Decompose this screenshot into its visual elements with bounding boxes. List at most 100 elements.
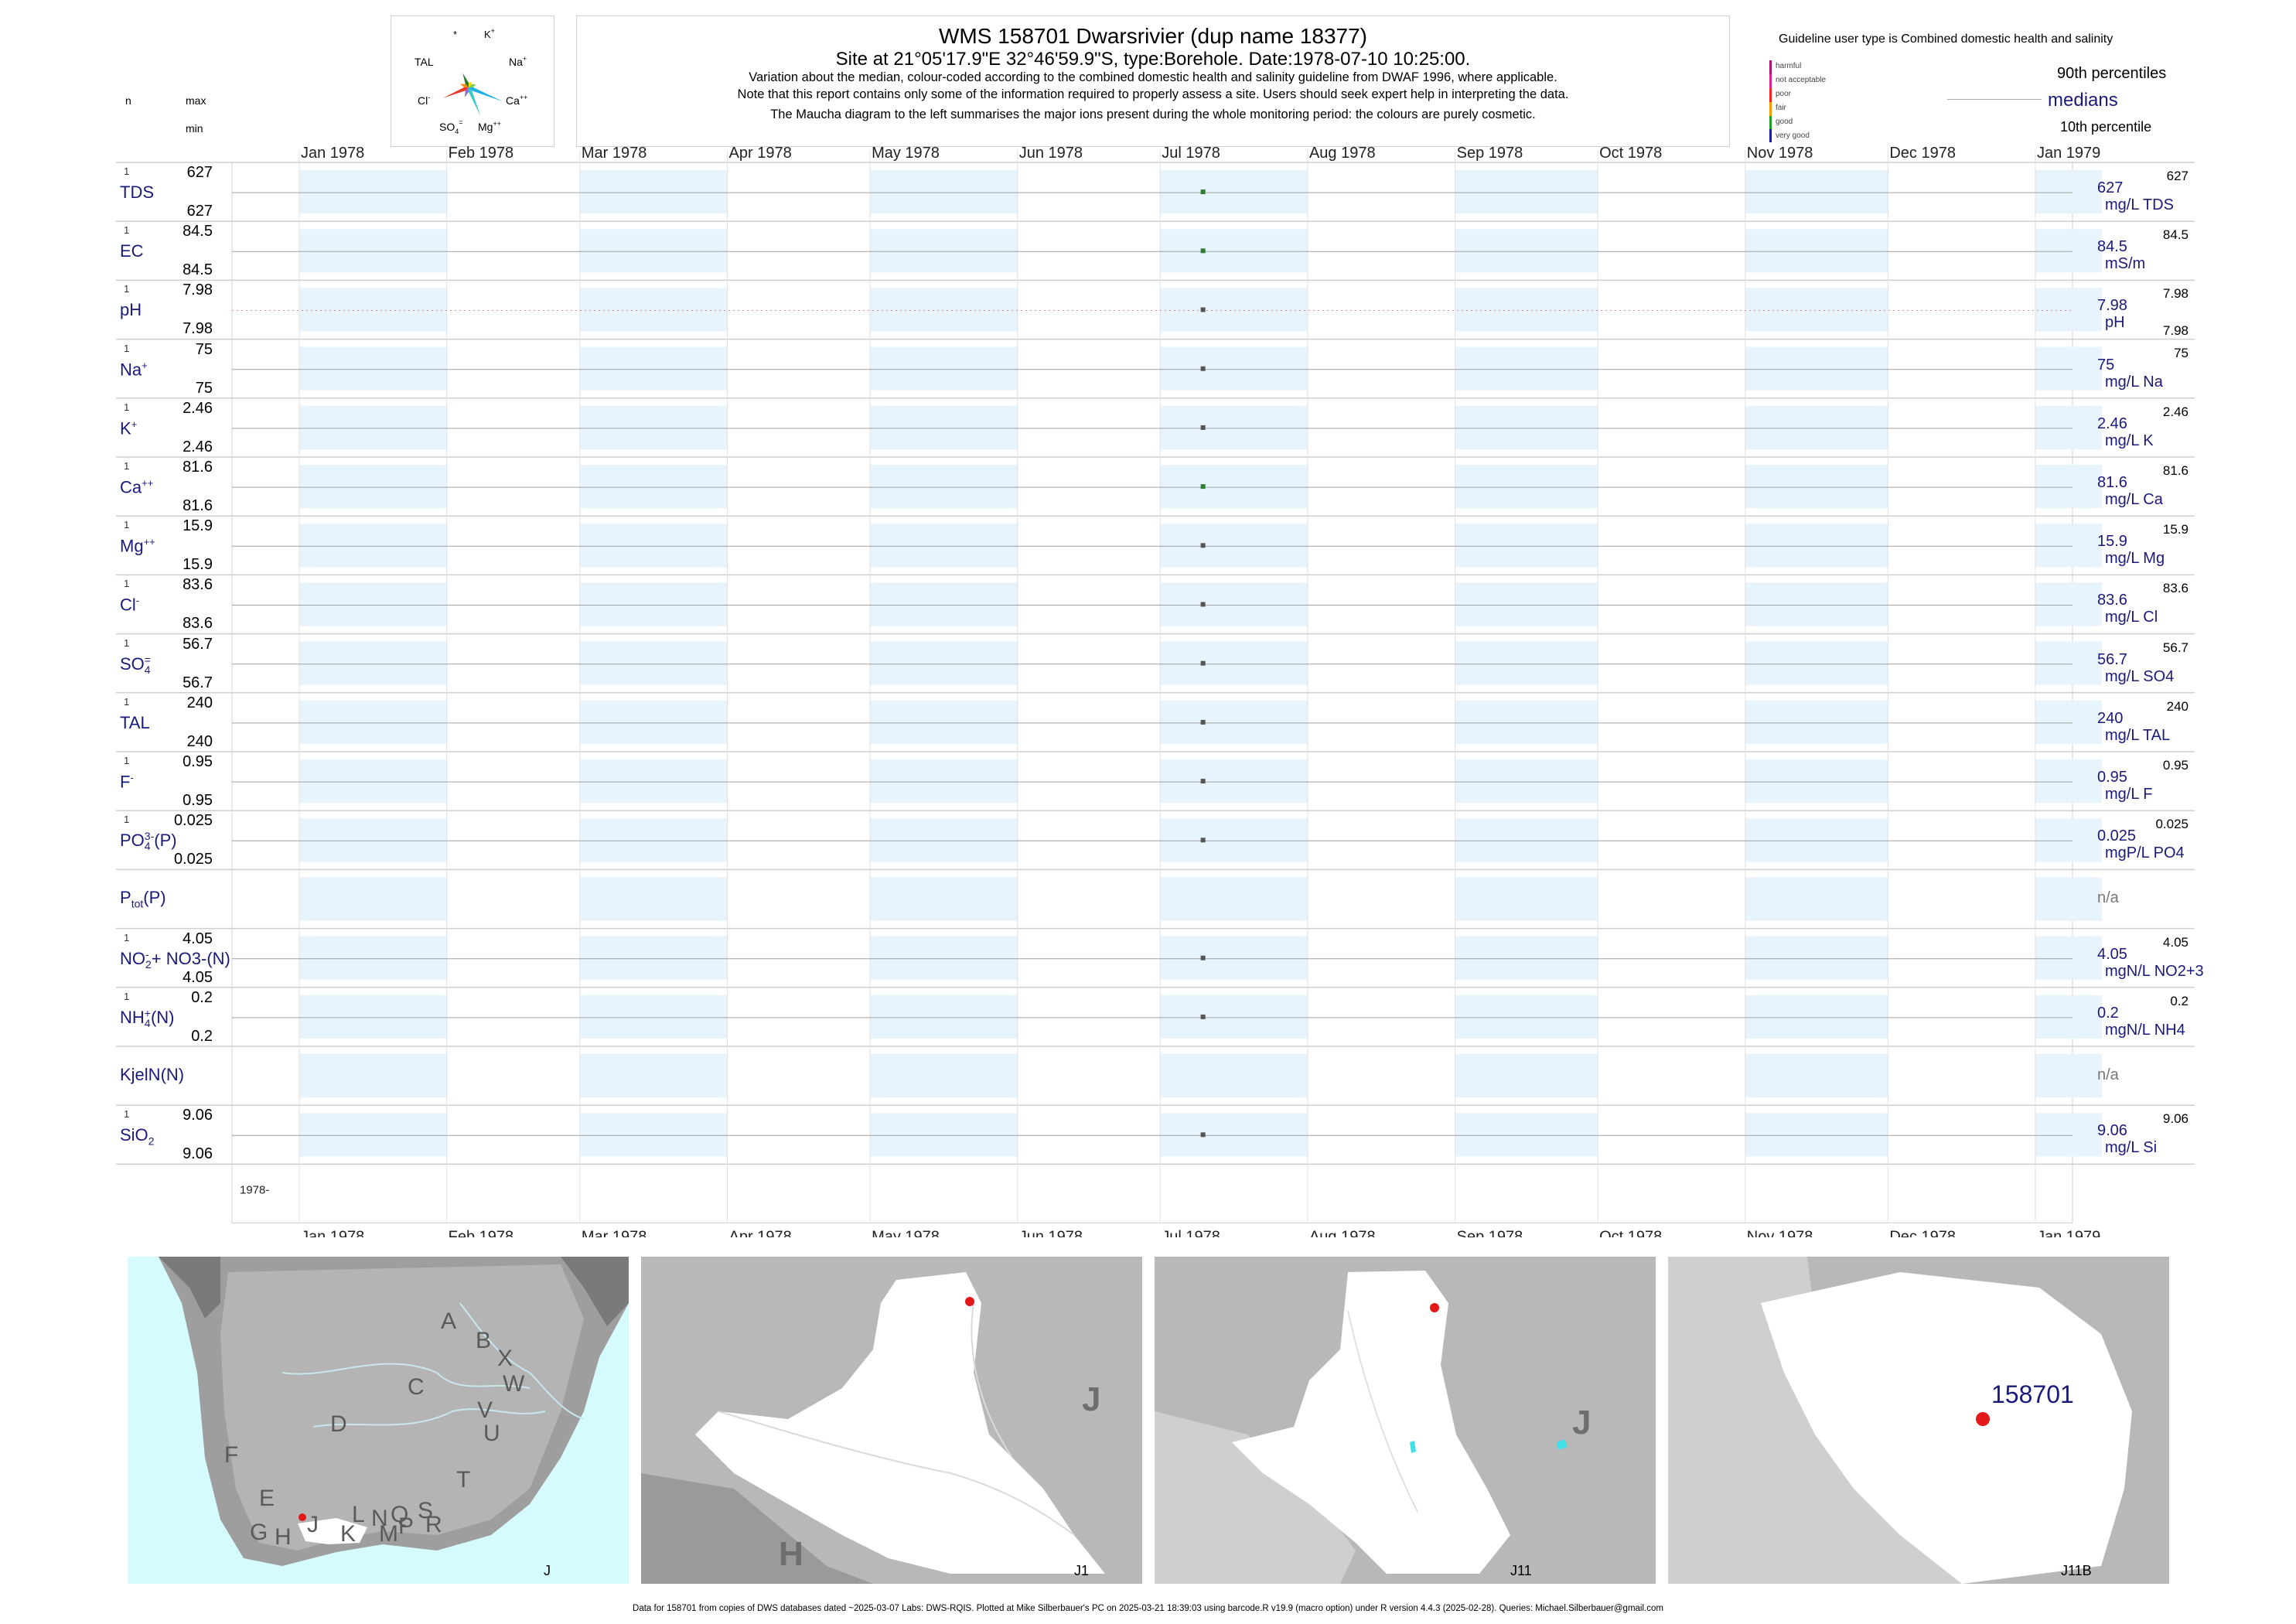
month-label-bottom: Nov 1978	[1747, 1228, 1813, 1237]
sample-count: 1	[124, 342, 130, 354]
median-value: 7.98	[2097, 297, 2127, 315]
map-j11: J J11	[1155, 1257, 1656, 1584]
month-band	[1160, 524, 1308, 568]
right-max: 2.46	[2162, 404, 2189, 419]
month-label-top: Jan 1979	[2037, 145, 2100, 162]
maucha-petal	[442, 87, 469, 98]
month-band	[870, 877, 1018, 921]
median-value: 9.06	[2097, 1122, 2127, 1140]
month-label-bottom: Jan 1979	[2037, 1228, 2100, 1237]
row-max: 0.95	[183, 753, 213, 770]
parameter-label: SiO2	[120, 1125, 155, 1148]
parameter-label: Na+	[120, 359, 148, 379]
month-label-top: Aug 1978	[1309, 145, 1376, 162]
month-band	[2035, 1054, 2102, 1098]
sample-count: 1	[124, 519, 130, 531]
maucha-petal	[469, 81, 473, 87]
row-max: 0.025	[173, 812, 213, 830]
month-band	[579, 995, 728, 1039]
parameter-label: pH	[120, 300, 142, 320]
row-max: 75	[195, 340, 213, 358]
median-unit: pH	[2105, 314, 2125, 332]
month-band	[870, 465, 1018, 509]
month-band	[579, 877, 728, 921]
month-band	[1745, 641, 1888, 685]
median-unit: mg/L Cl	[2105, 609, 2158, 626]
sample-count: 1	[124, 931, 130, 943]
map-j11b: 158701 J11B	[1668, 1257, 2169, 1584]
median-unit: mg/L TDS	[2105, 196, 2174, 213]
maucha-label-tal: TAL	[415, 56, 434, 68]
sample-point	[1200, 660, 1206, 666]
row-max: 56.7	[183, 635, 213, 653]
month-band	[579, 346, 728, 391]
month-label-bottom: Jun 1978	[1019, 1228, 1083, 1237]
map-region-label: K	[340, 1521, 357, 1547]
median-value: 0.025	[2097, 827, 2137, 845]
legend-10th: 10th percentile	[2060, 119, 2152, 135]
row-min: 83.6	[183, 615, 213, 633]
month-band	[299, 1113, 447, 1157]
month-band	[870, 1054, 1018, 1098]
legend-bar-harmful	[1769, 60, 1772, 74]
month-band	[299, 936, 447, 980]
median-unit: mg/L SO4	[2105, 667, 2175, 685]
median-value: 0.95	[2097, 769, 2127, 786]
parameter-label: NH +4 (N)	[120, 1006, 175, 1029]
month-band	[579, 818, 728, 862]
sample-count: 1	[124, 401, 130, 413]
map-region-label: S	[418, 1498, 434, 1523]
month-label-top: Oct 1978	[1599, 145, 1662, 162]
legend-90th: 90th percentiles	[2057, 65, 2167, 82]
sample-point	[1200, 484, 1206, 490]
month-band	[1745, 405, 1888, 449]
sample-point	[1200, 1014, 1206, 1019]
median-value: 56.7	[2097, 650, 2127, 668]
month-band	[870, 818, 1018, 862]
right-max: 56.7	[2162, 640, 2189, 655]
right-min: 7.98	[2162, 323, 2189, 339]
sample-count: 1	[124, 165, 130, 177]
legend-item-very-good: very good	[1776, 131, 1810, 140]
row-max: 627	[186, 164, 213, 181]
row-max: 240	[186, 694, 213, 711]
map-j11b-svg	[1668, 1257, 2132, 1584]
month-label-top: Nov 1978	[1747, 145, 1813, 162]
month-label-top: Jul 1978	[1162, 145, 1220, 162]
map-region-label: Q	[391, 1502, 409, 1527]
median-value: 15.9	[2097, 533, 2127, 551]
maucha-label-na: Na+	[509, 55, 527, 68]
month-label-top: Jan 1978	[301, 145, 364, 162]
month-band	[1455, 465, 1598, 509]
median-value: 4.05	[2097, 945, 2127, 963]
median-value: 2.46	[2097, 415, 2127, 432]
sample-point	[1200, 779, 1206, 784]
parameter-label: KjelN(N)	[120, 1065, 185, 1084]
row-max: 7.98	[183, 281, 213, 299]
right-max: 9.06	[2162, 1111, 2189, 1127]
month-band	[870, 405, 1018, 449]
legend-medians: medians	[2048, 90, 2118, 111]
month-band	[1745, 465, 1888, 509]
month-band	[1455, 229, 1598, 273]
sample-count: 1	[124, 695, 130, 708]
map-region-label: X	[497, 1346, 513, 1371]
month-band	[1745, 229, 1888, 273]
month-band	[579, 524, 728, 568]
row-min: 75	[195, 379, 213, 397]
median-unit: mS/m	[2105, 255, 2146, 273]
month-band	[1455, 818, 1598, 862]
month-band	[870, 524, 1018, 568]
legend-bar-poor	[1769, 88, 1772, 102]
month-label-bottom: Dec 1978	[1889, 1228, 1956, 1237]
sample-count: 1	[124, 636, 130, 649]
month-band	[299, 700, 447, 744]
map-region-label: V	[477, 1397, 493, 1423]
month-band	[2035, 641, 2102, 685]
sample-count: 1	[124, 814, 130, 826]
month-label-top: Apr 1978	[729, 145, 792, 162]
month-label-top: Feb 1978	[449, 145, 514, 162]
row-max: 4.05	[183, 930, 213, 947]
month-band	[2035, 405, 2102, 449]
month-band	[299, 995, 447, 1039]
